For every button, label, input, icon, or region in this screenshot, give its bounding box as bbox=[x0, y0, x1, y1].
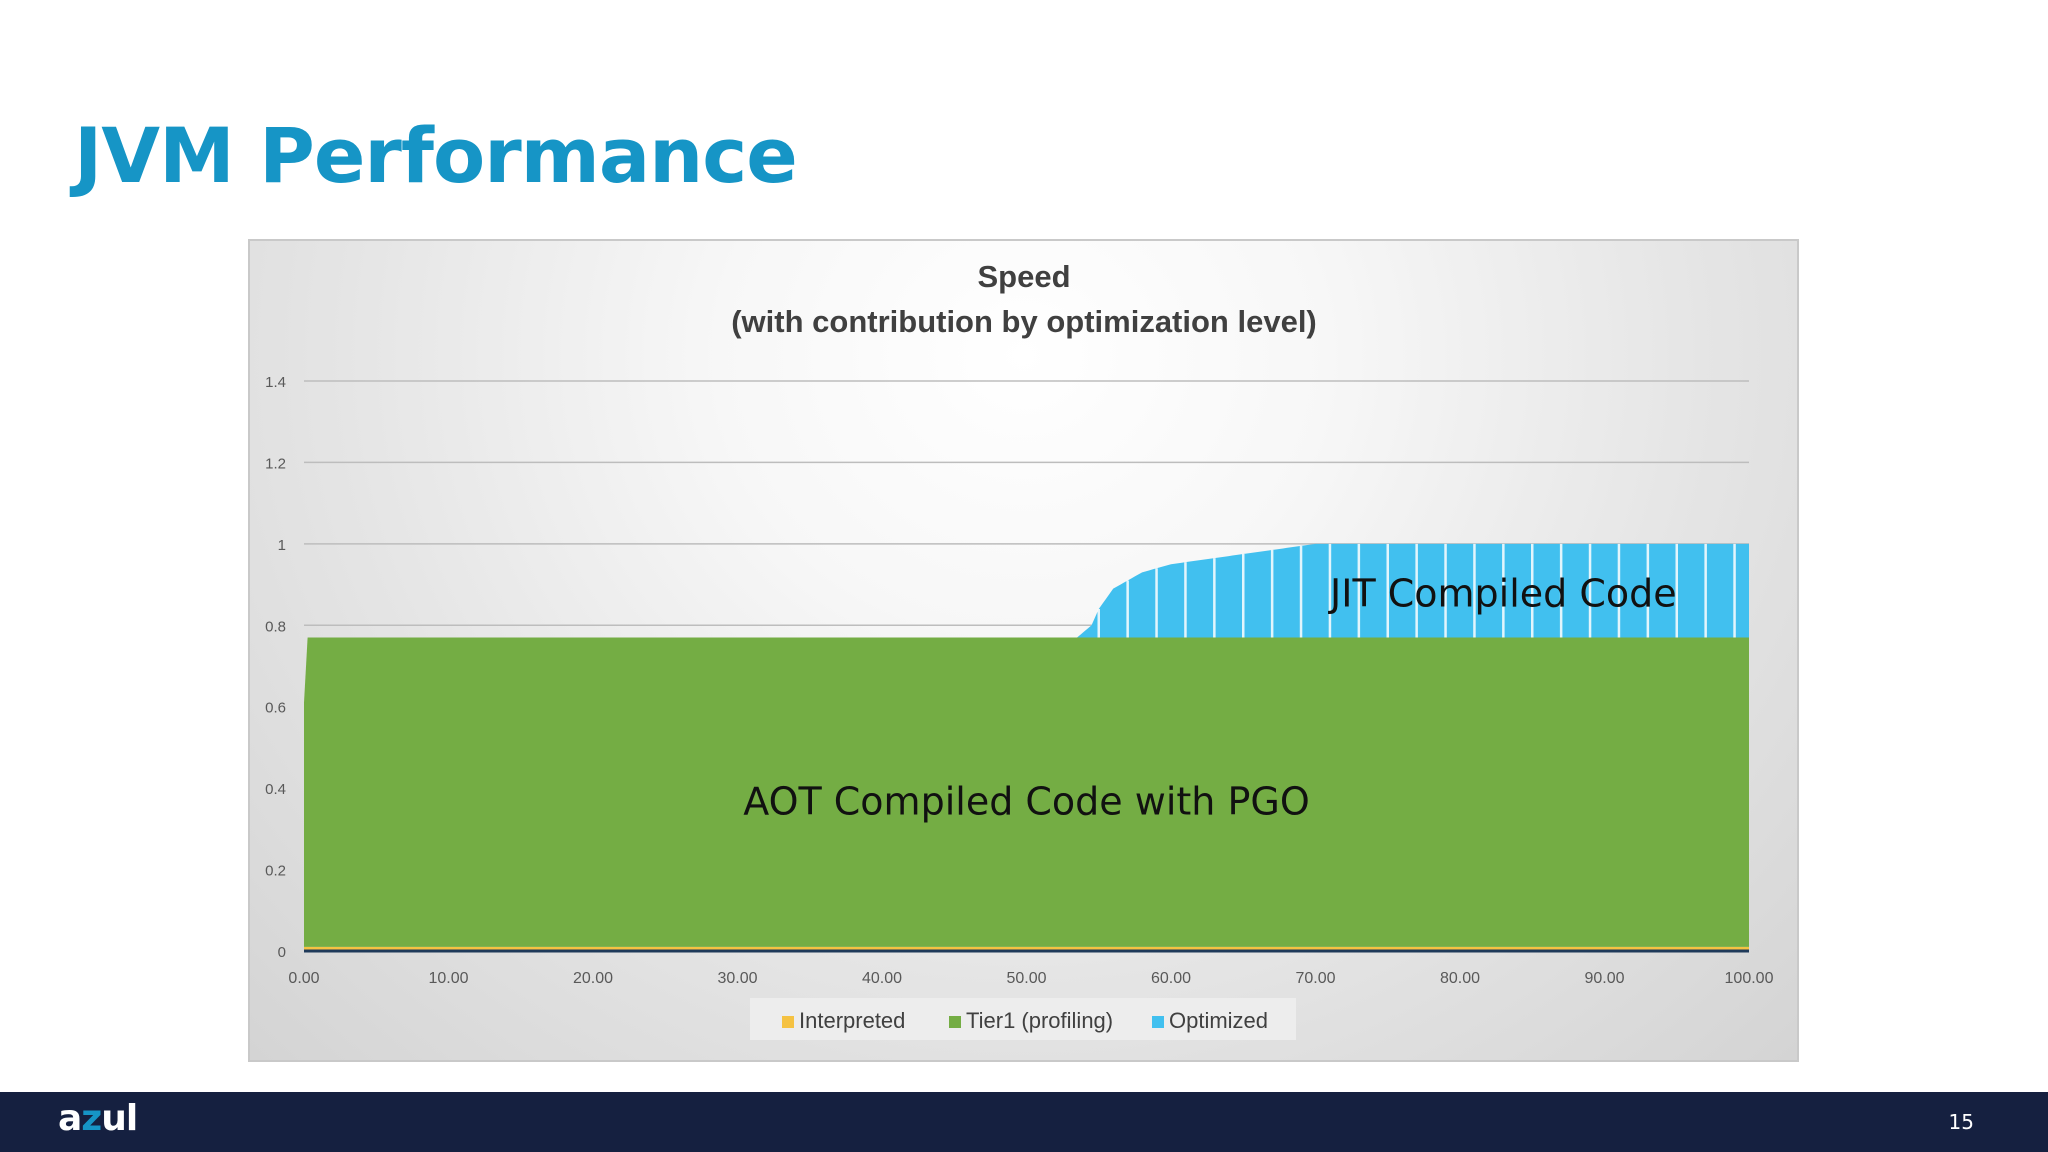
x-tick-label: 90.00 bbox=[1584, 970, 1624, 987]
y-tick-label: 1 bbox=[278, 537, 286, 554]
annotation-jit: JIT Compiled Code bbox=[1328, 572, 1677, 616]
chart-title: Speed bbox=[977, 259, 1070, 294]
legend-label: Tier1 (profiling) bbox=[966, 1008, 1113, 1033]
annotation-aot: AOT Compiled Code with PGO bbox=[743, 779, 1309, 823]
x-tick-label: 0.00 bbox=[288, 970, 319, 987]
page-number: 15 bbox=[1948, 1110, 1974, 1134]
azul-logo: azul bbox=[58, 1098, 138, 1139]
legend-swatch bbox=[782, 1016, 794, 1028]
y-tick-label: 0.8 bbox=[265, 618, 286, 635]
y-tick-label: 1.2 bbox=[265, 455, 286, 472]
legend-label: Optimized bbox=[1169, 1008, 1268, 1033]
x-tick-label: 50.00 bbox=[1006, 970, 1046, 987]
y-tick-label: 0.2 bbox=[265, 863, 286, 880]
x-tick-label: 80.00 bbox=[1440, 970, 1480, 987]
legend-box bbox=[750, 998, 1296, 1040]
legend-swatch bbox=[1152, 1016, 1164, 1028]
legend-swatch bbox=[949, 1016, 961, 1028]
chart-svg: Speed (with contribution by optimization … bbox=[265, 259, 1774, 1040]
x-tick-label: 40.00 bbox=[862, 970, 902, 987]
x-tick-label: 10.00 bbox=[428, 970, 468, 987]
x-tick-label: 100.00 bbox=[1725, 970, 1774, 987]
chart-subtitle: (with contribution by optimization level… bbox=[731, 304, 1317, 339]
x-tick-label: 30.00 bbox=[717, 970, 757, 987]
footer-bar: azul 15 bbox=[0, 1092, 2048, 1152]
y-tick-label: 0 bbox=[278, 944, 286, 961]
y-tick-label: 0.6 bbox=[265, 700, 286, 717]
slide-title: JVM Performance bbox=[74, 111, 798, 200]
area-tier1 bbox=[304, 637, 1749, 947]
y-tick-label: 1.4 bbox=[265, 374, 286, 391]
x-tick-label: 60.00 bbox=[1151, 970, 1191, 987]
y-tick-label: 0.4 bbox=[265, 781, 286, 798]
legend-label: Interpreted bbox=[799, 1008, 905, 1033]
speed-chart: Speed (with contribution by optimization … bbox=[248, 239, 1799, 1062]
x-tick-label: 70.00 bbox=[1295, 970, 1335, 987]
x-tick-label: 20.00 bbox=[573, 970, 613, 987]
